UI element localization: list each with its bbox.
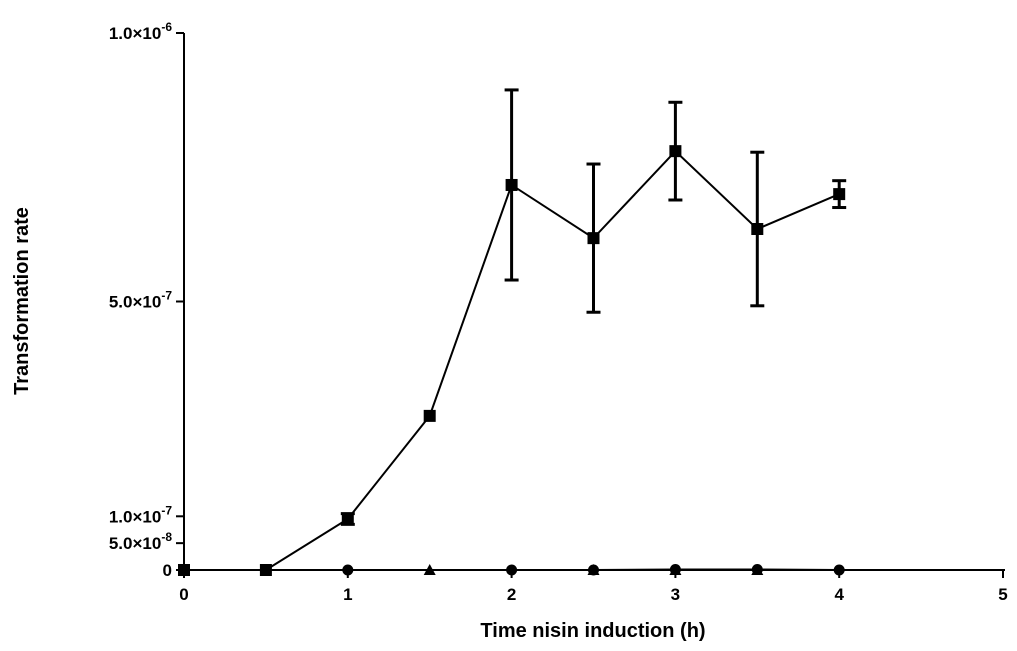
- data-point-square: [178, 564, 190, 576]
- y-tick-label: 5.0×10-7: [109, 289, 172, 312]
- data-point-triangle: [669, 564, 682, 575]
- y-tick-exponent: -6: [161, 20, 172, 34]
- data-point-square: [423, 409, 436, 422]
- x-tick-label: 0: [179, 585, 188, 604]
- x-tick-label: 3: [671, 585, 680, 604]
- y-tick-exponent: -7: [161, 503, 172, 517]
- y-tick-mantissa: 1.0×10: [109, 24, 161, 43]
- y-axis-title: Transformation rate: [11, 207, 33, 395]
- data-point-square: [259, 564, 272, 576]
- data-point-square: [751, 223, 764, 236]
- data-point-triangle: [587, 564, 600, 575]
- data-point-square: [669, 145, 682, 158]
- y-tick-label: 1.0×10-7: [109, 503, 172, 526]
- x-axis-title: Time nisin induction (h): [480, 620, 705, 642]
- y-tick-exponent: -7: [161, 289, 172, 303]
- x-tick-label: 2: [507, 585, 516, 604]
- x-tick-label: 5: [998, 585, 1007, 604]
- data-point-circle: [342, 564, 354, 576]
- x-tick-label: 1: [343, 585, 352, 604]
- data-point-square: [587, 232, 600, 245]
- series-square: [178, 88, 847, 576]
- x-tick-label: 4: [834, 585, 844, 604]
- y-tick-exponent: -8: [161, 530, 172, 544]
- y-tick-label: 1.0×10-6: [109, 20, 172, 43]
- series-layer: [178, 88, 847, 576]
- y-tick-mantissa: 5.0×10: [109, 293, 161, 312]
- data-point-square: [341, 512, 354, 525]
- y-ticks: 05.0×10-81.0×10-75.0×10-71.0×10-6: [109, 20, 184, 580]
- y-tick-mantissa: 5.0×10: [109, 534, 161, 553]
- data-point-triangle: [423, 564, 436, 575]
- y-tick-label: 0: [163, 561, 172, 580]
- y-tick-mantissa: 0: [163, 561, 172, 580]
- data-point-square: [505, 178, 518, 191]
- series-triangle: [423, 564, 764, 575]
- data-point-triangle: [751, 564, 764, 575]
- data-point-square: [833, 188, 846, 201]
- y-tick-mantissa: 1.0×10: [109, 507, 161, 526]
- data-point-circle: [833, 564, 845, 576]
- y-tick-label: 5.0×10-8: [109, 530, 172, 553]
